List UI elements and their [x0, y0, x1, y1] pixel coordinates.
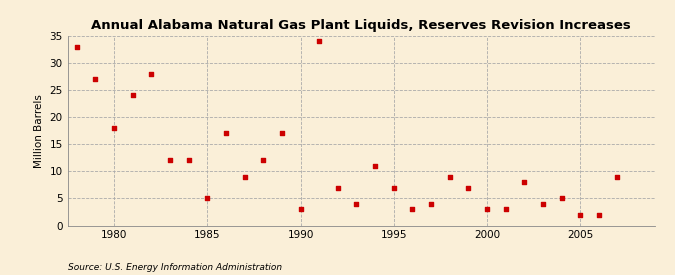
Point	[351, 202, 362, 206]
Point	[332, 185, 343, 190]
Point	[500, 207, 511, 211]
Point	[388, 185, 399, 190]
Point	[407, 207, 418, 211]
Point	[258, 158, 269, 163]
Point	[426, 202, 437, 206]
Point	[202, 196, 213, 200]
Point	[109, 126, 119, 130]
Text: Source: U.S. Energy Information Administration: Source: U.S. Energy Information Administ…	[68, 263, 281, 272]
Point	[239, 175, 250, 179]
Point	[90, 77, 101, 81]
Point	[463, 185, 474, 190]
Point	[370, 164, 381, 168]
Point	[314, 39, 325, 43]
Point	[444, 175, 455, 179]
Point	[481, 207, 492, 211]
Point	[593, 213, 604, 217]
Point	[146, 72, 157, 76]
Point	[537, 202, 548, 206]
Point	[295, 207, 306, 211]
Point	[575, 213, 586, 217]
Point	[277, 131, 288, 136]
Title: Annual Alabama Natural Gas Plant Liquids, Reserves Revision Increases: Annual Alabama Natural Gas Plant Liquids…	[91, 19, 631, 32]
Point	[165, 158, 176, 163]
Point	[128, 93, 138, 98]
Point	[72, 44, 82, 49]
Y-axis label: Million Barrels: Million Barrels	[34, 94, 44, 167]
Point	[221, 131, 232, 136]
Point	[612, 175, 623, 179]
Point	[184, 158, 194, 163]
Point	[519, 180, 530, 184]
Point	[556, 196, 567, 200]
